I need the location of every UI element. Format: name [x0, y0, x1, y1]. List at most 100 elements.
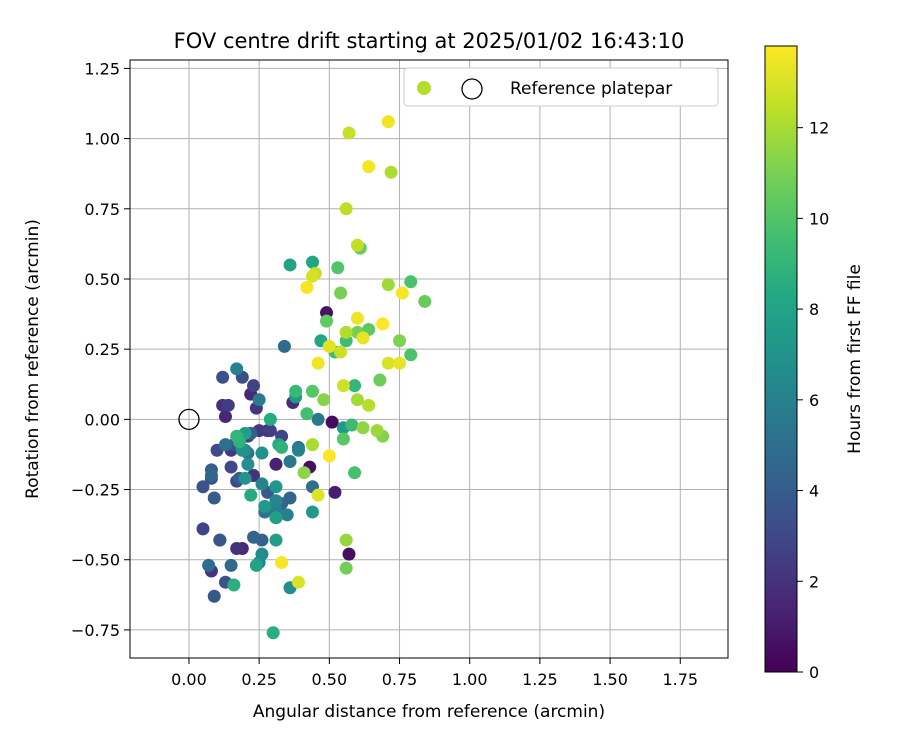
data-point	[221, 398, 235, 412]
data-point	[342, 547, 356, 561]
data-point	[269, 533, 283, 547]
data-point	[305, 255, 319, 269]
data-point	[404, 275, 418, 289]
data-point	[291, 575, 305, 589]
chart-title: FOV centre drift starting at 2025/01/02 …	[174, 29, 685, 53]
y-tick-label: 0.75	[84, 200, 120, 219]
data-point	[300, 280, 314, 294]
x-tick-label: 1.00	[452, 670, 488, 689]
data-point	[263, 412, 277, 426]
data-point	[247, 530, 261, 544]
data-point	[238, 471, 252, 485]
data-points	[196, 115, 432, 640]
x-tick-label: 1.50	[592, 670, 628, 689]
data-point	[297, 466, 311, 480]
data-point	[356, 331, 370, 345]
data-point	[280, 508, 294, 522]
data-point	[334, 286, 348, 300]
data-point	[269, 511, 283, 525]
data-point	[255, 477, 269, 491]
data-point	[317, 393, 331, 407]
data-point	[328, 485, 342, 499]
data-point	[339, 533, 353, 547]
data-point	[320, 314, 334, 328]
data-point	[216, 370, 230, 384]
x-tick-label: 0.25	[241, 670, 277, 689]
x-tick-label: 0.75	[382, 670, 418, 689]
data-point	[350, 238, 364, 252]
legend-scatter-marker	[417, 81, 431, 95]
y-tick-label: 0.25	[84, 340, 120, 359]
data-point	[381, 115, 395, 129]
data-point	[213, 533, 227, 547]
data-point	[311, 412, 325, 426]
x-axis-ticks: 0.00 0.25 0.50 0.75 1.00 1.25 1.50 1.75	[171, 658, 698, 689]
colorbar-tick-label: 10	[809, 209, 829, 228]
data-point	[244, 488, 258, 502]
data-point	[249, 558, 263, 572]
legend-box	[403, 67, 719, 107]
data-point	[291, 443, 305, 457]
data-point	[241, 457, 255, 471]
y-tick-label: 1.25	[84, 59, 120, 78]
data-point	[196, 522, 210, 536]
colorbar-tick-label: 6	[809, 391, 819, 410]
data-point	[331, 261, 345, 275]
data-point	[207, 589, 221, 603]
colorbar-tick-label: 12	[809, 119, 829, 138]
data-point	[230, 362, 244, 376]
data-point	[393, 334, 407, 348]
colorbar-tick-label: 2	[809, 572, 819, 591]
data-point	[269, 457, 283, 471]
data-point	[336, 379, 350, 393]
data-point	[339, 561, 353, 575]
data-point	[348, 466, 362, 480]
data-point	[342, 126, 356, 140]
data-point	[269, 480, 283, 494]
data-point	[227, 578, 241, 592]
colorbar-tick-label: 4	[809, 482, 819, 501]
data-point	[348, 379, 362, 393]
data-point	[322, 339, 336, 353]
data-point	[362, 160, 376, 174]
y-tick-label: 1.00	[84, 130, 120, 149]
data-point	[350, 393, 364, 407]
data-point	[224, 558, 238, 572]
data-point	[202, 558, 216, 572]
data-point	[230, 542, 244, 556]
data-point	[362, 398, 376, 412]
data-point	[356, 421, 370, 435]
data-point	[322, 449, 336, 463]
data-point	[230, 429, 244, 443]
data-point	[311, 488, 325, 502]
y-axis-label: Rotation from reference (arcmin)	[23, 219, 43, 499]
data-point	[305, 269, 319, 283]
data-point	[370, 424, 384, 438]
colorbar-label: Hours from first FF file	[845, 264, 865, 454]
data-point	[247, 379, 261, 393]
data-point	[393, 356, 407, 370]
y-tick-label: 0.50	[84, 270, 120, 289]
data-point	[252, 393, 266, 407]
data-point	[305, 438, 319, 452]
data-point	[305, 384, 319, 398]
data-point	[196, 480, 210, 494]
data-point	[255, 547, 269, 561]
data-point	[218, 438, 232, 452]
y-tick-label: −0.50	[71, 551, 120, 570]
data-point	[255, 446, 269, 460]
data-point	[395, 286, 409, 300]
reference-platepar-marker	[178, 408, 200, 431]
data-point	[204, 469, 218, 483]
x-tick-label: 1.25	[522, 670, 558, 689]
data-point	[381, 278, 395, 292]
data-point	[373, 373, 387, 387]
data-point	[334, 345, 348, 359]
data-point	[224, 460, 238, 474]
y-tick-label: −0.75	[71, 621, 120, 640]
data-point	[289, 384, 303, 398]
plot-background	[130, 60, 728, 658]
data-point	[339, 202, 353, 216]
x-tick-label: 1.75	[662, 670, 698, 689]
